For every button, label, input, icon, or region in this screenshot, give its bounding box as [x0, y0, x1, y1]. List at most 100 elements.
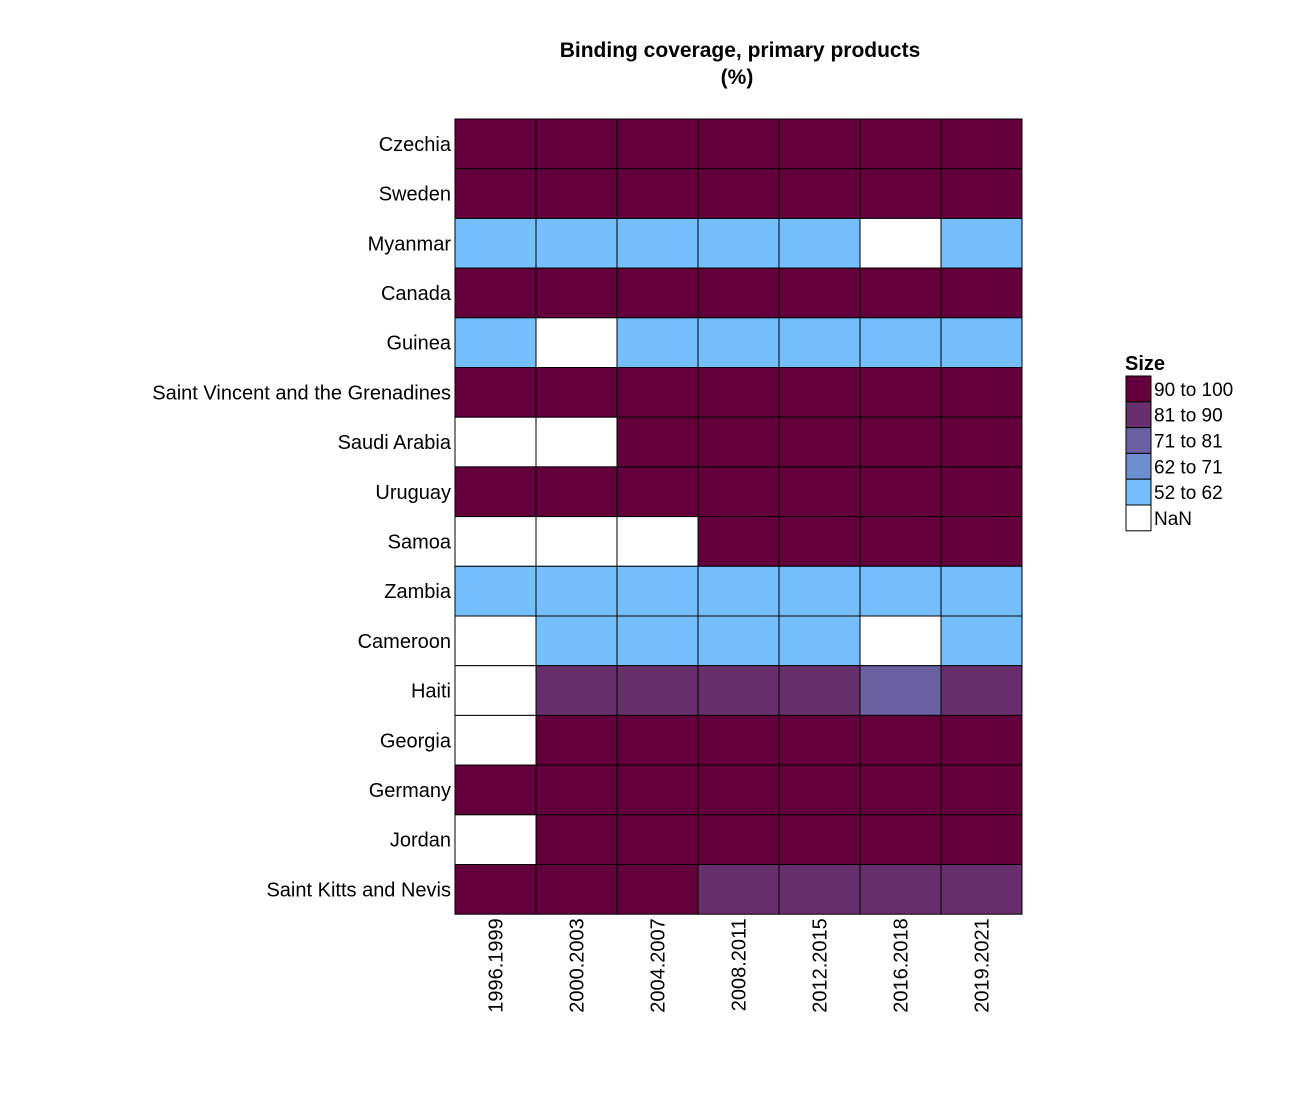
heatmap-cell	[859, 864, 942, 915]
heatmap-cell	[454, 367, 537, 418]
heatmap-cell	[697, 416, 780, 468]
heatmap-cell	[535, 168, 618, 219]
heatmap-cell	[778, 714, 861, 766]
row-label: Myanmar	[368, 233, 452, 255]
heatmap-cell	[778, 665, 861, 716]
heatmap-cell	[940, 665, 1023, 716]
heatmap-cell	[454, 317, 537, 368]
legend-label: 71 to 81	[1154, 432, 1223, 453]
heatmap-cell	[697, 367, 780, 418]
heatmap-cell	[535, 118, 618, 170]
column-label: 2008.2011	[729, 918, 751, 1011]
heatmap-cell	[616, 466, 699, 518]
heatmap-cell	[859, 764, 942, 816]
heatmap-cell	[778, 367, 861, 418]
heatmap-cell	[454, 764, 537, 816]
heatmap-cell	[778, 416, 861, 468]
heatmap-cell	[454, 516, 537, 567]
heatmap-cell	[859, 118, 942, 170]
legend-label: 52 to 62	[1154, 483, 1223, 504]
heatmap-cell	[778, 168, 861, 219]
heatmap-cell	[778, 267, 861, 319]
heatmap-cell	[616, 665, 699, 716]
heatmap-cell	[616, 118, 699, 170]
row-label: Georgia	[380, 730, 452, 752]
heatmap-cell	[616, 267, 699, 319]
heatmap-cell	[697, 615, 780, 667]
legend-items: 90 to 100 81 to 90 71 to 81 62 to 71 52 to 6…	[1125, 375, 1233, 532]
column-label: 2019.2021	[972, 918, 994, 1013]
row-label: Uruguay	[375, 482, 451, 504]
heatmap-cell	[535, 814, 618, 865]
heatmap-cell	[535, 317, 618, 368]
heatmap-cell	[616, 814, 699, 865]
heatmap-cell	[454, 714, 537, 766]
heatmap-cell	[454, 118, 537, 170]
heatmap-cell	[535, 466, 618, 518]
heatmap-cell	[697, 864, 780, 915]
heatmap-cell	[940, 217, 1023, 269]
legend-label: 90 to 100	[1154, 380, 1233, 401]
heatmap-cell	[535, 665, 618, 716]
heatmap-cell	[535, 565, 618, 617]
heatmap-cell	[940, 764, 1023, 816]
column-label: 2016.2018	[891, 918, 913, 1013]
row-label: Sweden	[379, 184, 451, 206]
row-label: Haiti	[411, 681, 451, 703]
heatmap-cell	[616, 764, 699, 816]
row-label: Czechia	[379, 134, 452, 156]
heatmap-cell	[940, 516, 1023, 567]
column-label: 2004.2007	[648, 918, 670, 1013]
heatmap-cell	[778, 864, 861, 915]
row-label: Germany	[369, 780, 451, 802]
heatmap-cell	[859, 267, 942, 319]
heatmap-cell	[859, 217, 942, 269]
legend-swatch	[1125, 504, 1152, 532]
heatmap-cell	[616, 615, 699, 667]
heatmap-cell	[859, 317, 942, 368]
heatmap-cell	[859, 565, 942, 617]
heatmap-cell	[778, 615, 861, 667]
heatmap-cell	[616, 367, 699, 418]
heatmap-cell	[535, 217, 618, 269]
heatmap-cell	[535, 764, 618, 816]
heatmap-cell	[535, 864, 618, 915]
heatmap-cell	[697, 565, 780, 617]
heatmap-cell	[697, 168, 780, 219]
heatmap-cell	[940, 416, 1023, 468]
heatmap-cell	[535, 714, 618, 766]
heatmap-cell	[697, 764, 780, 816]
heatmap-cell	[616, 714, 699, 766]
heatmap-cell	[859, 168, 942, 219]
row-label: Jordan	[390, 830, 451, 852]
legend-label: 81 to 90	[1154, 406, 1223, 427]
legend-swatch	[1125, 401, 1152, 429]
heatmap-cell	[454, 814, 537, 865]
heatmap-cell	[697, 466, 780, 518]
heatmap-cell	[697, 665, 780, 716]
heatmap-cell	[454, 267, 537, 319]
row-label: Samoa	[388, 531, 452, 553]
chart-title: Binding coverage, primary products	[560, 39, 921, 62]
heatmap-cell	[940, 814, 1023, 865]
heatmap-cell	[535, 516, 618, 567]
heatmap-cell	[778, 466, 861, 518]
legend-swatch	[1125, 427, 1152, 454]
legend: Size 90 to 100 81 to 90 71 to 81 62 to 71 52…	[1125, 353, 1233, 532]
heatmap-cell	[940, 466, 1023, 518]
column-label: 1996.1999	[486, 918, 508, 1013]
heatmap-cell	[454, 416, 537, 468]
heatmap-cell	[940, 367, 1023, 418]
heatmap-cell	[778, 217, 861, 269]
column-label: 2000.2003	[567, 918, 589, 1013]
legend-swatch	[1125, 478, 1152, 506]
heatmap-cell	[940, 317, 1023, 368]
heatmap-cell	[940, 168, 1023, 219]
legend-swatch	[1125, 375, 1152, 403]
heatmap-cell	[940, 714, 1023, 766]
heatmap-cell	[859, 714, 942, 766]
heatmap-cell	[616, 864, 699, 915]
column-label: 2012.2015	[810, 918, 832, 1013]
heatmap-cell	[616, 168, 699, 219]
